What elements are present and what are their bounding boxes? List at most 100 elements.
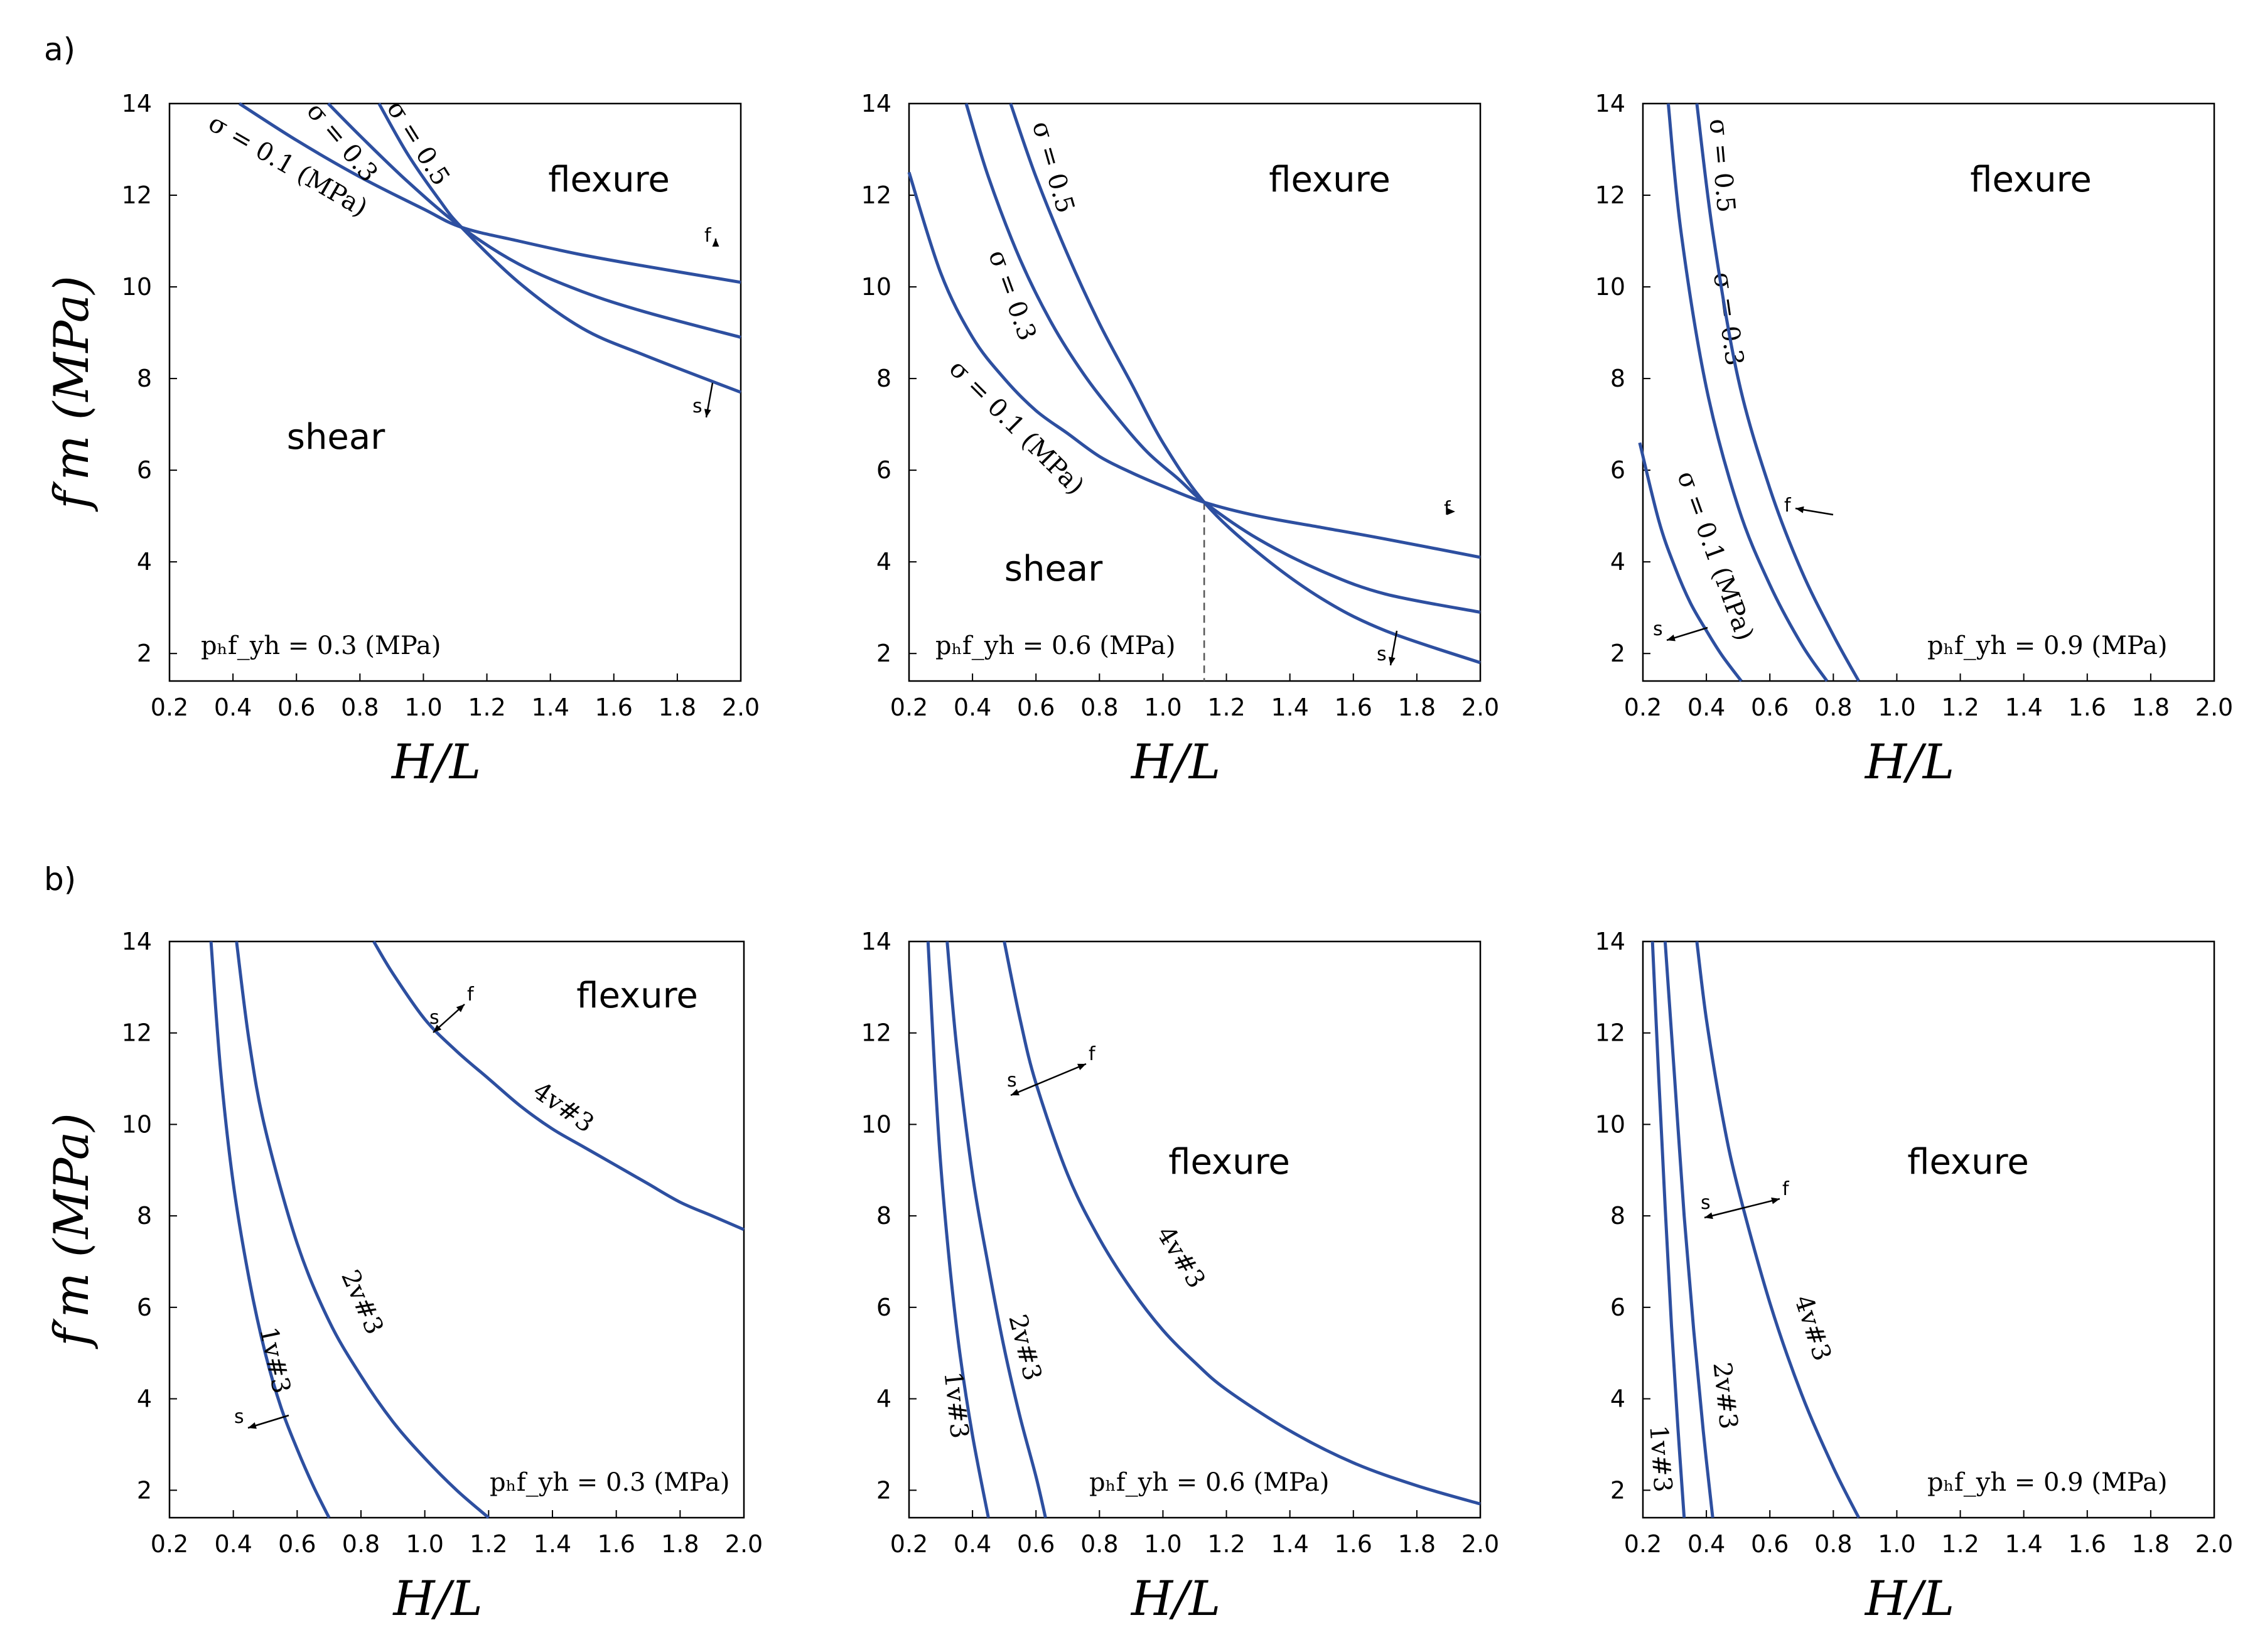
- curve-2: [372, 940, 745, 1231]
- curve-label: σ = 0.1 (MPa): [1671, 467, 1759, 644]
- direction-arrows: fs: [1701, 1178, 1790, 1220]
- x-tick-label: 0.2: [1624, 694, 1662, 721]
- plot-frame: [908, 940, 1482, 1519]
- arrow-letter-s: s: [1377, 643, 1387, 665]
- y-tick-label: 8: [1610, 365, 1625, 392]
- x-tick-label: 0.2: [890, 1530, 928, 1558]
- curve-2: [1695, 103, 1860, 682]
- stiffness-annotation: pₕf_yh = 0.6 (MPa): [1089, 1468, 1329, 1497]
- x-tick-label: 1.4: [1271, 1530, 1308, 1558]
- x-tick-label: 1.8: [1398, 1530, 1436, 1558]
- arrow-letter-f: f: [704, 225, 712, 247]
- x-tick-label: 0.6: [277, 694, 315, 721]
- arrow-letter-f: f: [1784, 495, 1792, 517]
- x-tick-label: 0.2: [151, 694, 188, 721]
- curve-0: [907, 171, 1481, 559]
- x-tick-label: 0.2: [151, 1530, 188, 1558]
- curve-1: [327, 102, 741, 339]
- y-tick-label: 10: [1595, 273, 1625, 301]
- x-tick-label: 1.4: [2005, 694, 2042, 721]
- x-axis-title: H/L: [1130, 1570, 1220, 1626]
- plot-frame: [1642, 102, 2215, 682]
- arrow-letter-f: f: [467, 984, 475, 1006]
- x-tick-label: 1.2: [1207, 694, 1245, 721]
- region-label-flexure: flexure: [1970, 159, 2092, 200]
- direction-arrows: f s s: [234, 984, 475, 1429]
- y-tick-label: 6: [1610, 456, 1625, 484]
- y-tick-label: 2: [876, 640, 891, 667]
- y-tick-label: 8: [137, 365, 152, 392]
- x-tick-label: 0.8: [1080, 1530, 1118, 1558]
- y-tick-label: 10: [122, 1110, 152, 1138]
- x-tick-label: 1.0: [1144, 1530, 1181, 1558]
- curve-label: 4v#3: [1789, 1292, 1837, 1365]
- x-tick-label: 0.2: [1624, 1530, 1662, 1558]
- region-label-flexure: flexure: [576, 975, 698, 1016]
- arrow-head: [433, 1024, 442, 1032]
- row-label-a: a): [44, 31, 75, 68]
- y-tick-label: 10: [861, 1110, 891, 1138]
- x-tick-label: 2.0: [2195, 694, 2233, 721]
- y-tick-label: 14: [861, 928, 891, 955]
- y-tick-label: 14: [1595, 928, 1625, 955]
- x-tick-label: 1.6: [1335, 694, 1372, 721]
- x-tick-label: 2.0: [725, 1530, 763, 1558]
- x-axis-title: H/L: [1864, 734, 1954, 790]
- arrow-head: [1447, 508, 1455, 515]
- y-tick-label: 12: [122, 181, 152, 209]
- x-tick-label: 0.6: [1017, 694, 1055, 721]
- curve-0: [1638, 442, 1743, 682]
- direction-arrows: fs: [692, 225, 719, 418]
- x-tick-label: 1.8: [661, 1530, 699, 1558]
- x-tick-label: 2.0: [2195, 1530, 2233, 1558]
- y-tick-label: 2: [137, 1476, 152, 1504]
- curve-label: σ = 0.3: [982, 246, 1041, 345]
- x-tick-label: 1.8: [1398, 694, 1436, 721]
- y-tick-label: 8: [1610, 1202, 1625, 1230]
- x-tick-label: 1.4: [534, 1530, 571, 1558]
- x-tick-label: 0.8: [1080, 694, 1118, 721]
- x-tick-label: 1.4: [531, 694, 569, 721]
- x-tick-label: 0.4: [1687, 1530, 1725, 1558]
- arrow-letter-f: f: [1089, 1043, 1096, 1065]
- chart-a1: 0.2 0.4 0.6 0.8 1.0 1.2 1.4 1.6 1.8 2.0 2 4 6 8 10 12 14…: [43, 90, 760, 790]
- arrow-head: [248, 1422, 257, 1429]
- y-tick-label: 10: [1595, 1110, 1625, 1138]
- region-label-flexure: flexure: [548, 159, 670, 200]
- y-tick-label: 6: [1610, 1294, 1625, 1321]
- x-tick-label: 1.0: [1878, 694, 1915, 721]
- x-tick-label: 0.4: [1687, 694, 1725, 721]
- chart-a2: 0.2 0.4 0.6 0.8 1.0 1.2 1.4 1.6 1.8 2.0 2 4 6 8 10 12 14…: [861, 90, 1500, 790]
- y-tick-label: 4: [137, 548, 152, 576]
- stiffness-annotation: pₕf_yh = 0.3 (MPa): [201, 631, 441, 660]
- y-tick-label: 2: [137, 640, 152, 667]
- x-tick-label: 1.6: [1335, 1530, 1372, 1558]
- x-tick-label: 1.2: [1207, 1530, 1245, 1558]
- arrow-head: [456, 1004, 465, 1012]
- x-tick-label: 0.8: [341, 694, 379, 721]
- curve-0: [1650, 941, 1686, 1518]
- x-tick-label: 1.0: [404, 694, 442, 721]
- y-axis-title: f′m (MPa): [43, 276, 99, 512]
- curve-1: [945, 941, 1047, 1518]
- y-tick-label: 6: [876, 456, 891, 484]
- y-tick-label: 14: [122, 90, 152, 117]
- y-tick-label: 4: [1610, 548, 1625, 576]
- y-tick-label: 4: [137, 1385, 152, 1413]
- y-tick-label: 14: [122, 928, 152, 955]
- y-tick-label: 4: [876, 548, 891, 576]
- direction-arrows: fs: [1377, 498, 1455, 666]
- region-label-flexure: flexure: [1168, 1142, 1290, 1183]
- direction-arrows: fs: [1653, 495, 1834, 641]
- arrow-letter-f: f: [1444, 498, 1451, 520]
- chart-b1: 0.2 0.4 0.6 0.8 1.0 1.2 1.4 1.6 1.8 2.0 2 4 6 8 10 12 14…: [43, 928, 763, 1626]
- y-tick-label: 4: [876, 1385, 891, 1413]
- x-tick-label: 2.0: [1461, 694, 1499, 721]
- x-tick-label: 0.4: [214, 694, 252, 721]
- stiffness-annotation: pₕf_yh = 0.3 (MPa): [490, 1468, 729, 1497]
- curve-label: σ = 0.5: [1026, 118, 1080, 217]
- plot-frame: [1642, 940, 2215, 1519]
- curve-label: 4v#3: [1151, 1221, 1211, 1294]
- y-tick-label: 6: [137, 456, 152, 484]
